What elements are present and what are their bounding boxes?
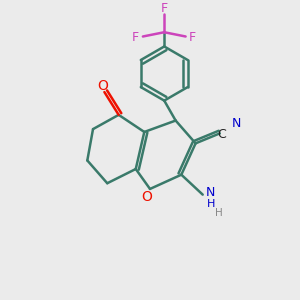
Text: C: C bbox=[217, 128, 226, 141]
Text: F: F bbox=[161, 2, 168, 15]
Text: H: H bbox=[206, 199, 215, 209]
Text: O: O bbox=[142, 190, 153, 204]
Text: H: H bbox=[214, 208, 222, 218]
Text: F: F bbox=[132, 32, 139, 44]
Text: N: N bbox=[232, 117, 242, 130]
Text: N: N bbox=[206, 186, 215, 199]
Text: F: F bbox=[189, 32, 196, 44]
Text: O: O bbox=[98, 80, 108, 93]
